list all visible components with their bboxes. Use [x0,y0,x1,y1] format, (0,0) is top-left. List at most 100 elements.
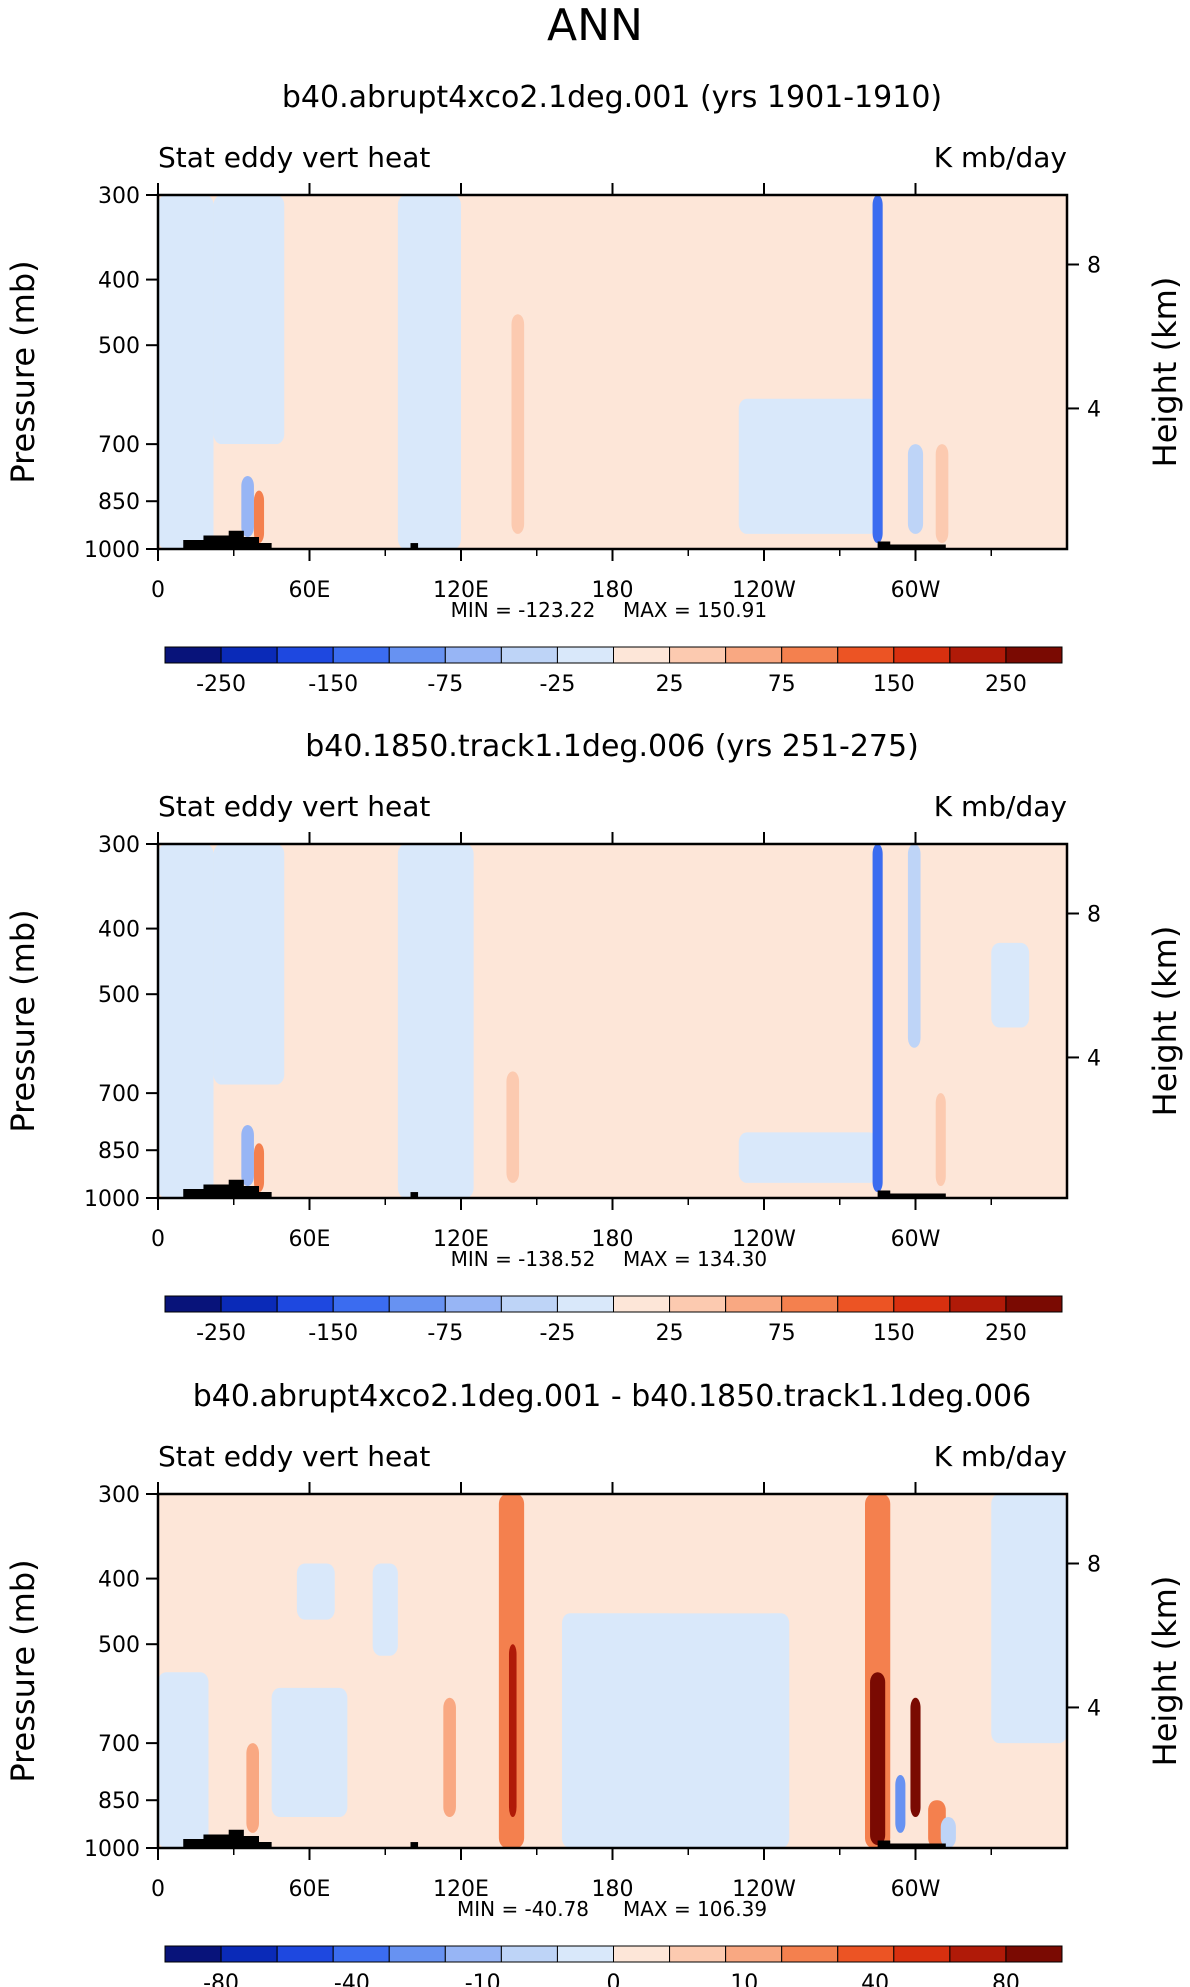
y-tick-label: 1000 [84,538,140,563]
colorbar-label: -250 [196,1321,246,1346]
y-tick-label: 400 [98,269,140,294]
heatmap-cell [228,1494,244,1848]
colorbar-swatch [500,1945,558,1963]
y-tick-label: 500 [98,334,140,359]
colorbar-label: 40 [861,1971,889,1987]
heatmap-cell [991,1494,1067,1744]
colorbar-label: 75 [768,1321,796,1346]
heatmap-cell [309,1037,398,1198]
y-tick-label: 300 [98,184,140,209]
colorbar-swatch [669,1945,727,1963]
colorbar-swatch [444,1945,502,1963]
y-tick-label: 300 [98,833,140,858]
heatmap-cell [940,1817,956,1848]
heatmap-panel-1: b40.abrupt4xco2.1deg.001 (yrs 1901-1910)… [4,80,1184,697]
colorbar-label: 80 [992,1971,1020,1987]
min-label: MIN = -123.22 [451,598,596,622]
y-tick-label: 500 [98,983,140,1008]
y-tick-label: 300 [98,1483,140,1508]
colorbar-swatch [781,646,839,664]
colorbar-swatch [164,646,222,664]
colorbar-swatch [725,1295,783,1313]
colorbar-swatch [388,1945,446,1963]
heatmap-cell [966,195,1067,502]
heatmap-cell [907,444,924,534]
colorbar-swatch [276,1945,334,1963]
x-tick-label: 120E [433,1877,489,1902]
heatmap-cell [397,844,474,1198]
heatmap-cell [241,475,254,537]
heatmap-cell [213,844,285,1085]
colorbar-label: 150 [873,1321,915,1346]
colorbar-swatch [725,1945,783,1963]
x-tick-label: 180 [592,578,634,603]
colorbar-swatch [669,1295,727,1313]
y-tick-label: 850 [98,1789,140,1814]
x-tick-label: 60W [891,1227,941,1252]
colorbar-swatch [332,646,390,664]
y-tick-label: 850 [98,1139,140,1164]
land-mask [410,543,419,549]
height-axis-title: Height (km) [1146,1576,1184,1767]
land-mask [410,1842,419,1848]
heatmap-cell [663,1494,777,1614]
colorbar-swatch [556,1295,614,1313]
colorbar-swatch [276,646,334,664]
height-tick-label: 8 [1087,1553,1101,1578]
land-mask [877,541,946,549]
land-mask [183,1179,272,1198]
colorbar-label: -80 [203,1971,239,1987]
heatmap-cell [935,444,949,544]
y-tick-label: 700 [98,433,140,458]
height-axis-title: Height (km) [1146,926,1184,1117]
colorbar-swatch [893,646,951,664]
heatmap-cell [935,1093,946,1186]
min-label: MIN = -138.52 [451,1247,596,1271]
y-tick-label: 500 [98,1633,140,1658]
heatmap-cell [910,1697,921,1818]
units-label: K mb/day [934,790,1067,823]
colorbar-swatch [949,1945,1007,1963]
colorbar-swatch [500,646,558,664]
colorbar-label: 250 [985,672,1027,697]
colorbar-label: -10 [465,1971,501,1987]
x-tick-label: 120W [732,1877,796,1902]
y-axis-title: Pressure (mb) [4,1559,42,1782]
colorbar-swatch [613,1295,671,1313]
colorbar-label: -75 [427,672,463,697]
colorbar-label: -25 [539,672,575,697]
colorbar-label: -150 [308,1321,358,1346]
x-tick-label: 60E [289,1877,331,1902]
colorbar-label: 250 [985,1321,1027,1346]
heatmap-cell [562,1613,790,1848]
field-label: Stat eddy vert heat [158,141,430,174]
heatmap-cell [895,1774,906,1833]
colorbar-swatch [837,646,895,664]
colorbar-swatch [837,1945,895,1963]
y-tick-label: 1000 [84,1837,140,1862]
y-tick-label: 400 [98,918,140,943]
colorbar-swatch [276,1295,334,1313]
height-tick-label: 8 [1087,903,1101,928]
heatmap-cell [241,1124,254,1186]
heatmap-cell [506,1071,520,1183]
colorbar-swatch [220,1295,278,1313]
heatmap-cell [536,195,739,502]
heatmap-cell [907,844,921,1048]
x-tick-label: 180 [592,1877,634,1902]
x-tick-label: 120E [433,578,489,603]
height-axis-title: Height (km) [1146,277,1184,468]
height-tick-label: 4 [1087,1046,1101,1071]
max-label: MAX = 150.91 [623,598,767,622]
colorbar-swatch [949,646,1007,664]
colorbar-swatch [781,1945,839,1963]
colorbar-swatch [1005,1295,1063,1313]
colorbar-label: -75 [427,1321,463,1346]
land-mask [877,1840,946,1848]
x-tick-label: 120E [433,1227,489,1252]
heatmap-cell [296,1563,335,1620]
colorbar-swatch [388,646,446,664]
heatmap-cell [397,195,461,549]
heatmap-cell [158,1672,209,1848]
